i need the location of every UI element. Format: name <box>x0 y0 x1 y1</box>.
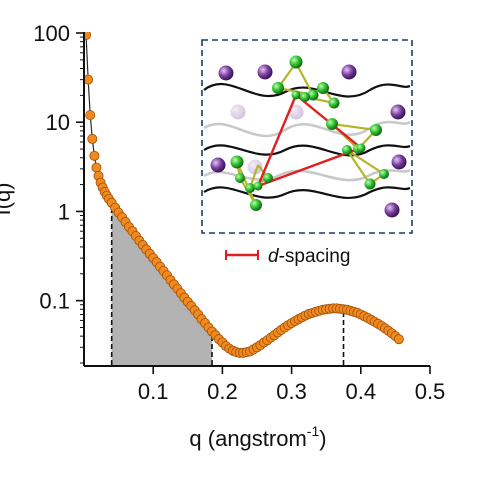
data-point-95 <box>393 334 404 345</box>
inset-molecular-illustration <box>203 55 411 218</box>
y-axis-title: I(q) <box>0 183 15 216</box>
x-axis-title-close: ) <box>319 426 326 451</box>
purple-atom-7 <box>391 154 407 170</box>
green-atom-18 <box>253 181 263 191</box>
d-spacing-legend-italic: d <box>268 246 280 267</box>
green-atom-4 <box>328 97 340 109</box>
x-axis-title-main: q (angstrom <box>189 426 306 451</box>
x-axis-title-superscript: -1 <box>307 423 320 439</box>
data-series <box>84 32 404 358</box>
purple-atom-5 <box>390 104 406 120</box>
green-atom-12 <box>370 124 382 136</box>
purple-atom-1 <box>257 64 273 80</box>
x-tick-label-0: 0.1 <box>138 379 169 404</box>
green-atom-0 <box>289 55 303 69</box>
green-atom-10 <box>245 183 255 193</box>
tetrahedron-5 <box>346 149 386 186</box>
green-atom-5 <box>300 92 310 102</box>
gray-chain-0 <box>203 120 411 138</box>
purple-atom-9 <box>384 202 400 218</box>
y-tick-label-2: 10 <box>46 110 70 135</box>
purple-atom-3 <box>230 104 246 120</box>
data-point-2 <box>85 110 96 121</box>
green-atom-1 <box>272 82 284 94</box>
green-atom-7 <box>250 199 262 211</box>
x-axis-title: q (angstrom-1) <box>189 423 326 451</box>
d-spacing-legend-rest: -spacing <box>279 246 351 267</box>
inset-panel <box>201 39 413 234</box>
data-point-4 <box>89 150 100 161</box>
purple-atom-2 <box>341 64 357 80</box>
green-atom-11 <box>326 118 338 130</box>
x-axis-ticks: 0.1 0.2 0.3 0.4 0.5 <box>138 366 445 404</box>
green-atom-14 <box>342 145 352 155</box>
green-atom-17 <box>291 90 301 100</box>
y-tick-label-1: 1 <box>58 199 70 224</box>
data-point-0 <box>84 32 92 40</box>
green-atom-9 <box>263 173 273 183</box>
x-tick-label-2: 0.3 <box>276 379 307 404</box>
y-tick-label-3: 100 <box>33 21 70 46</box>
green-atom-2 <box>307 89 319 101</box>
green-atom-15 <box>364 178 376 190</box>
green-atom-8 <box>235 173 245 183</box>
purple-atom-4 <box>288 104 304 120</box>
green-atom-16 <box>379 169 389 179</box>
data-point-3 <box>87 133 98 144</box>
d-spacing-legend-label: d-spacing <box>268 246 350 267</box>
green-atom-3 <box>317 82 329 94</box>
x-tick-label-1: 0.2 <box>207 379 238 404</box>
purple-atom-8 <box>247 159 263 175</box>
purple-atom-0 <box>218 65 234 81</box>
y-axis-ticks: 0.1 1 10 100 <box>33 21 84 364</box>
purple-atom-6 <box>210 157 226 173</box>
green-atom-19 <box>356 143 366 153</box>
green-atom-6 <box>230 155 244 169</box>
data-point-1 <box>84 74 94 85</box>
y-tick-label-0: 0.1 <box>39 289 70 314</box>
x-tick-label-4: 0.5 <box>415 379 446 404</box>
data-point-5 <box>91 162 102 173</box>
x-tick-label-3: 0.4 <box>346 379 377 404</box>
black-chain-0 <box>203 83 411 98</box>
inset-border <box>201 39 413 234</box>
black-chain-1 <box>203 144 411 157</box>
black-chain-2 <box>203 186 411 199</box>
inset-legend: d-spacing <box>225 246 350 267</box>
